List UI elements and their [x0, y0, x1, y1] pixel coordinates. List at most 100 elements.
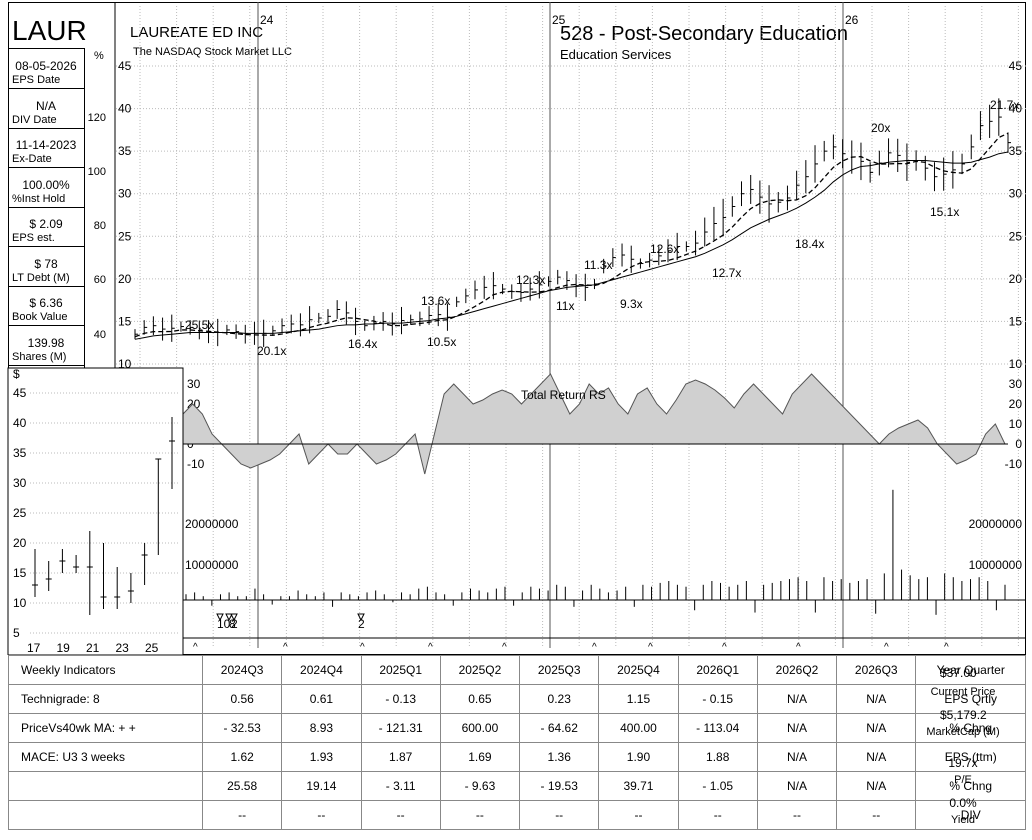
table-row: -- -- -- -- -- -- -- -- -- DIV — [8, 800, 1026, 830]
table-cell: -- — [281, 800, 362, 830]
table-cell: 8.93 — [281, 713, 362, 743]
caret-marker: ^ — [722, 642, 727, 653]
column-header: 2025Q3 — [519, 655, 600, 685]
mini-y-tick: 10 — [13, 596, 27, 610]
sidebar-divider — [8, 167, 84, 168]
event-marker-icon — [216, 613, 224, 622]
price-y-tick-right: 10 — [1009, 357, 1023, 371]
sidebar — [8, 48, 85, 369]
mini-y-tick: 20 — [13, 536, 27, 550]
sidebar-divider — [8, 127, 84, 129]
event-marker-label: 2 — [231, 617, 238, 631]
table-cell: N/A — [836, 684, 917, 714]
price-y-tick-right: 35 — [1009, 144, 1023, 158]
short-moving-average — [134, 132, 1009, 338]
caret-marker: ^ — [944, 642, 949, 653]
table-cell: 25.58 — [201, 771, 283, 801]
price-y-tick-left: 20 — [118, 272, 132, 286]
pe-annotation: 25.5x — [185, 318, 214, 332]
sidebar-stat-label: EPS Date — [12, 74, 61, 86]
sidebar-stat-value: $ 78 — [34, 256, 58, 271]
table-cell: 1.15 — [598, 684, 679, 714]
table-cell: -- — [598, 800, 679, 830]
table-cell: 0.23 — [519, 684, 600, 714]
table-cell: N/A — [756, 771, 838, 801]
event-marker-icon — [357, 613, 365, 622]
summary-label: Yield — [950, 814, 976, 826]
caret-marker: ^ — [884, 642, 889, 653]
column-header: 2026Q3 — [836, 655, 917, 685]
table-cell: - 9.63 — [439, 771, 521, 801]
mini-y-tick: 15 — [13, 566, 27, 580]
percent-sign: % — [94, 50, 104, 62]
table-cell: 1.88 — [677, 742, 758, 772]
volume-tick-right: 10000000 — [969, 558, 1023, 572]
table-cell: N/A — [756, 684, 838, 714]
rs-y-tick-right: -10 — [1005, 457, 1023, 471]
price-y-tick-left: 35 — [118, 144, 132, 158]
table-cell: - 32.53 — [201, 713, 283, 743]
table-cell: 0.61 — [281, 684, 362, 714]
year-label: 26 — [845, 13, 859, 27]
caret-marker: ^ — [428, 642, 433, 653]
mini-y-tick: 35 — [13, 446, 27, 460]
table-cell: -- — [836, 800, 917, 830]
table-cell: -- — [201, 800, 283, 830]
pe-annotation: 20.1x — [257, 344, 286, 358]
mini-x-tick: 17 — [27, 641, 41, 655]
pe-annotation: 10.5x — [427, 335, 456, 349]
pe-annotation: 12.6x — [650, 242, 679, 256]
pe-annotation: 9.3x — [620, 297, 643, 311]
price-y-tick-left: 15 — [118, 314, 132, 328]
row-label: MACE: U3 3 weeks — [8, 742, 203, 772]
mini-x-tick: 25 — [145, 641, 159, 655]
sidebar-divider — [8, 325, 84, 326]
mini-y-tick: 25 — [13, 506, 27, 520]
volume-tick-left: 10000000 — [185, 558, 239, 572]
table-cell: N/A — [836, 771, 917, 801]
price-y-tick-right: 30 — [1009, 187, 1023, 201]
table-cell: -- — [519, 800, 600, 830]
rs-y-tick-right: 10 — [1009, 417, 1023, 431]
summary-label: Current Price — [930, 686, 996, 698]
sidebar-stat-value: 100.00% — [22, 177, 70, 192]
rs-area — [182, 373, 1006, 475]
summary-value: $37.00 — [940, 666, 977, 680]
table-cell: - 1.05 — [677, 771, 758, 801]
table-cell: 39.71 — [598, 771, 679, 801]
sidebar-divider — [8, 246, 84, 247]
table-cell: % Chng — [915, 713, 1026, 743]
table-cell: 0.65 — [439, 684, 521, 714]
sidebar-stat-label: EPS est. — [12, 232, 55, 244]
sidebar-divider — [8, 285, 84, 287]
table-cell: - 121.31 — [360, 713, 441, 743]
column-header: 2026Q2 — [756, 655, 838, 685]
sidebar-stat-value: $ 6.36 — [29, 296, 63, 310]
company-name: LAUREATE ED INC — [130, 24, 264, 41]
sidebar-stat-label: Ex-Date — [12, 153, 52, 165]
table-cell: - 3.11 — [360, 771, 441, 801]
table-cell: N/A — [756, 742, 838, 772]
price-y-tick-left: 45 — [118, 59, 132, 73]
table-cell: 1.90 — [598, 742, 679, 772]
summary-value: 0.0% — [949, 796, 977, 810]
caret-marker: ^ — [796, 642, 801, 653]
volume-tick-right: 20000000 — [969, 517, 1023, 531]
rs-y-tick-left: 30 — [187, 377, 201, 391]
sidebar-stat-value: 08-05-2026 — [15, 59, 77, 73]
row-label: PriceVs40wk MA: + + — [8, 713, 203, 743]
table-cell: - 19.53 — [519, 771, 600, 801]
exchange-name: The NASDAQ Stock Market LLC — [133, 46, 292, 58]
table-cell: 1.69 — [439, 742, 521, 772]
mini-y-tick: 30 — [13, 476, 27, 490]
caret-marker: ^ — [193, 642, 198, 653]
table-cell: -- — [439, 800, 521, 830]
pe-annotation: 12.3x — [516, 273, 545, 287]
sidebar-divider — [8, 206, 84, 208]
column-header: 2025Q2 — [439, 655, 521, 685]
pe-annotation: 16.4x — [348, 337, 377, 351]
row-label: Technigrade: 8 — [8, 684, 203, 714]
mini-y-tick: $ — [13, 367, 20, 381]
chart-frame — [8, 2, 1026, 655]
